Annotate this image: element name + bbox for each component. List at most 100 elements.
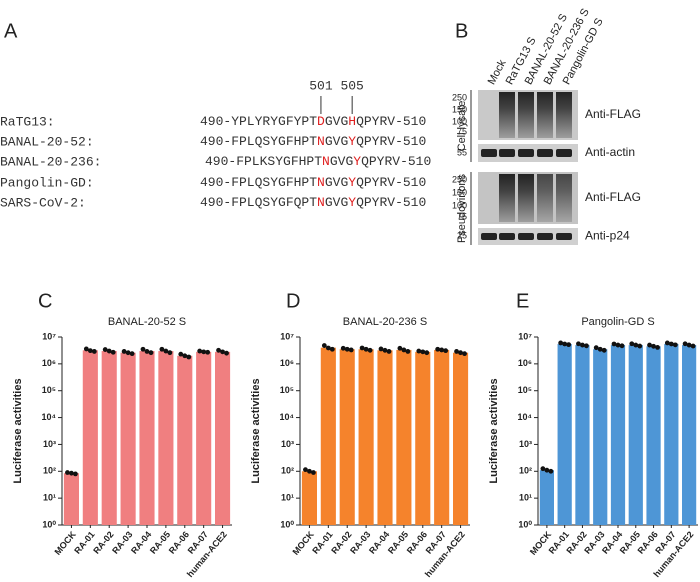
replicate-dot — [397, 345, 403, 351]
replicate-dot — [405, 349, 411, 354]
panel-letter: B — [455, 20, 468, 42]
replicate-dot — [651, 343, 656, 349]
sequence: 490-YPLYRYGFYPTDGVGHQPYRV-510 — [200, 114, 426, 129]
x-tick-label: MOCK — [52, 529, 78, 557]
replicate-dot — [205, 349, 211, 355]
y-tick-label: 10⁶ — [518, 358, 532, 368]
replicate-dot — [83, 346, 89, 352]
replicate-dot — [87, 348, 93, 354]
y-tick-label: 10³ — [519, 439, 532, 449]
replicate-dot — [580, 342, 585, 348]
y-tick-label: 10⁴ — [280, 412, 294, 422]
replicate-dot — [637, 343, 643, 349]
replicate-dot — [363, 346, 369, 352]
replicate-dot — [121, 349, 127, 354]
species-name: BANAL-20-52: — [0, 134, 94, 149]
replicate-dot — [682, 341, 688, 347]
y-tick-label: 10² — [519, 466, 532, 476]
sequence-segment: N — [317, 175, 325, 190]
sequence-segment: Y — [348, 195, 356, 210]
panel-letter: D — [286, 290, 300, 312]
replicate-dot — [303, 467, 308, 473]
replicate-dot — [69, 470, 74, 476]
sequence-segment: Y — [348, 175, 356, 190]
replicate-dot — [401, 347, 407, 353]
replicate-dot — [220, 349, 225, 355]
replicate-dot — [619, 343, 625, 349]
band — [518, 149, 534, 157]
replicate-dot — [178, 351, 184, 357]
replicate-dot — [182, 353, 188, 359]
bar — [158, 351, 174, 525]
residue-number: 501 — [309, 78, 333, 93]
replicate-dot — [562, 341, 568, 347]
smear — [537, 174, 553, 222]
y-axis-label: Luciferase activities — [250, 378, 262, 483]
panel-letter: C — [38, 290, 52, 312]
band — [481, 149, 497, 157]
chart-title: Pangolin-GD S — [581, 316, 654, 328]
replicate-dot — [462, 351, 467, 357]
bar — [101, 351, 117, 525]
y-tick-label: 10⁰ — [42, 519, 56, 529]
smear — [499, 174, 515, 222]
y-tick-label: 10⁷ — [518, 331, 532, 341]
replicate-dot — [144, 349, 150, 354]
replicate-dot — [548, 468, 554, 474]
replicate-dot — [167, 350, 173, 356]
bar — [557, 343, 572, 525]
replicate-dot — [458, 350, 463, 356]
size-marker: 100 — [452, 200, 467, 210]
replicate-dot — [106, 348, 112, 354]
replicate-dot — [593, 345, 599, 351]
sequence-segment: QPYRV-510 — [361, 154, 431, 169]
replicate-dot — [344, 346, 350, 352]
bar — [196, 351, 212, 525]
bar — [593, 349, 608, 525]
y-axis-label: Luciferase activities — [488, 378, 500, 483]
bar — [63, 473, 79, 525]
replicate-dot — [186, 354, 192, 360]
bar — [628, 345, 643, 525]
replicate-dot — [672, 342, 678, 348]
y-tick-label: 10⁷ — [280, 331, 294, 341]
size-marker: 100 — [452, 116, 467, 126]
replicate-dot — [386, 349, 392, 354]
replicate-dot — [597, 346, 603, 352]
species-name: Pangolin-GD: — [0, 175, 94, 190]
replicate-dot — [163, 348, 169, 354]
species-name: RaTG13: — [0, 114, 55, 129]
y-tick-label: 10³ — [43, 439, 56, 449]
replicate-dot — [201, 349, 207, 355]
sequence-segment: QPYRV-510 — [356, 114, 426, 129]
antibody-label: Anti-p24 — [585, 229, 630, 243]
y-tick-label: 10³ — [281, 439, 294, 449]
y-tick-label: 10⁰ — [280, 519, 294, 529]
y-tick-label: 10² — [281, 466, 294, 476]
sequence-segment: GVG — [325, 134, 348, 149]
replicate-dot — [340, 345, 346, 351]
bar — [320, 347, 336, 525]
y-tick-label: 10⁴ — [518, 412, 532, 422]
sequence-segment: 490-FPLQSYGFHPT — [200, 175, 317, 190]
bar — [664, 343, 679, 525]
sequence-segment: 490-FPLQSYGFQPT — [200, 195, 317, 210]
band — [518, 233, 534, 240]
sequence-segment: N — [317, 134, 325, 149]
replicate-dot — [65, 470, 70, 475]
sequence-segment: QPYRV-510 — [356, 134, 426, 149]
antibody-label: Anti-FLAG — [585, 190, 641, 204]
bar — [139, 351, 155, 525]
sequence: 490-FPLQSYGFHPTNGVGYQPYRV-510 — [200, 134, 426, 149]
bar — [377, 350, 393, 525]
replicate-dot — [224, 350, 229, 356]
band — [556, 149, 572, 157]
replicate-dot — [601, 347, 607, 353]
y-tick-label: 10¹ — [281, 493, 294, 503]
species-name: BANAL-20-236: — [0, 154, 101, 169]
smear — [518, 92, 534, 138]
replicate-dot — [611, 341, 617, 347]
replicate-dot — [102, 347, 108, 352]
replicate-dot — [367, 347, 373, 353]
residue-number: 505 — [340, 78, 363, 93]
